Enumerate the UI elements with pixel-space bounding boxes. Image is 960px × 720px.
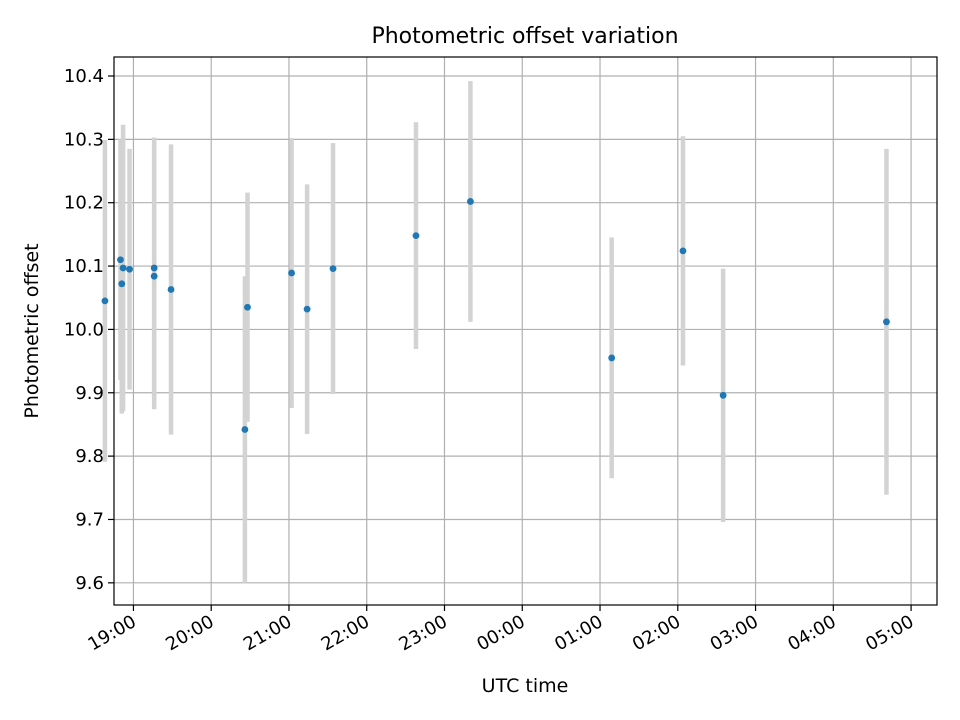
- y-tick-label: 10.2: [64, 193, 104, 214]
- data-point: [303, 305, 311, 313]
- data-point: [467, 198, 474, 205]
- data-point: [679, 247, 687, 255]
- x-axis-label: UTC time: [482, 675, 569, 697]
- data-point: [126, 265, 133, 273]
- data-point: [329, 265, 337, 272]
- y-tick-label: 10.4: [64, 66, 104, 87]
- data-point: [119, 264, 127, 272]
- plot-frame: [113, 56, 938, 606]
- data-point: [288, 269, 295, 277]
- data-point: [241, 426, 249, 433]
- data-point: [883, 318, 890, 326]
- data-point: [244, 303, 251, 311]
- data-point: [117, 256, 124, 264]
- data-point: [412, 232, 420, 240]
- data-point: [167, 286, 175, 293]
- y-axis-ticks: 9.6 9.7 9.8 9.9 10.0 10.1 10.2 10.3 10.4: [64, 66, 114, 594]
- data-point: [608, 354, 616, 362]
- data-point: [150, 264, 158, 272]
- grid: [114, 57, 937, 605]
- y-tick-label: 10.3: [64, 129, 104, 150]
- y-tick-label: 9.8: [75, 446, 104, 467]
- y-axis-label: Photometric offset: [21, 243, 43, 418]
- chart-title: Photometric offset variation: [371, 24, 678, 49]
- data-point: [150, 272, 158, 280]
- y-tick-label: 10.0: [64, 319, 104, 340]
- y-tick-label: 9.7: [75, 509, 104, 530]
- data-points: [101, 198, 890, 433]
- data-point: [118, 280, 126, 288]
- data-point: [719, 391, 727, 399]
- y-tick-label: 9.9: [75, 383, 104, 404]
- y-tick-label: 9.6: [75, 573, 104, 594]
- data-point: [101, 297, 109, 305]
- plot-area: [114, 57, 937, 605]
- y-tick-label: 10.1: [64, 256, 104, 277]
